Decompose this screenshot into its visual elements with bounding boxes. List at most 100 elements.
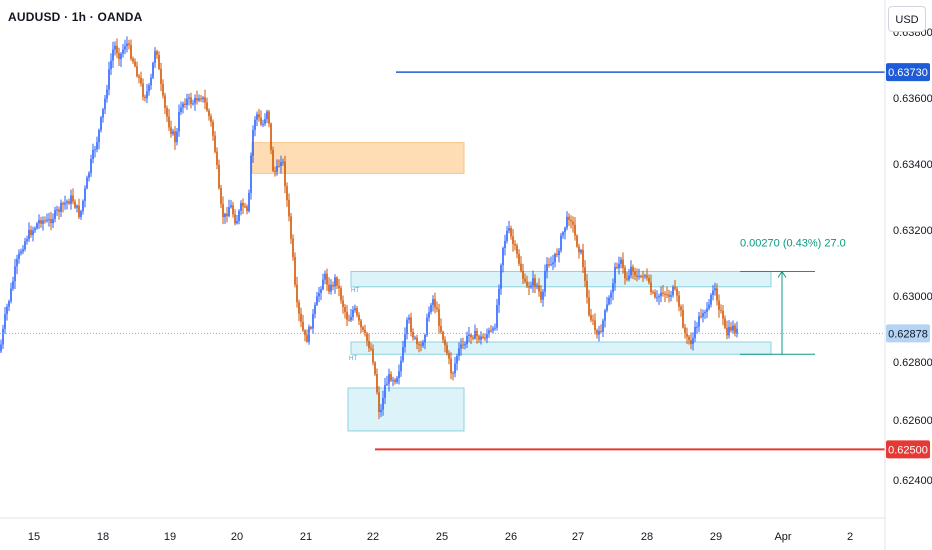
candle-body: [626, 278, 628, 280]
candle-body: [488, 330, 490, 335]
candle-body: [12, 281, 14, 289]
candle-body: [128, 43, 130, 46]
candle-body: [230, 205, 232, 208]
candle-body: [368, 341, 370, 349]
candle-body: [460, 344, 462, 349]
candle-body: [300, 313, 302, 322]
candle-body: [176, 131, 178, 143]
candle-body: [416, 337, 418, 345]
candle-body: [326, 273, 328, 285]
candle-body: [628, 275, 630, 280]
zone-supply: [251, 142, 465, 174]
current-price-label: 0.62878: [888, 328, 928, 340]
candle-body: [380, 409, 382, 413]
candle-body: [544, 271, 546, 292]
candle-body: [100, 117, 102, 131]
candle-body: [38, 220, 40, 224]
x-tick-label: 18: [97, 531, 109, 543]
candles-layer: [0, 36, 738, 420]
currency-button[interactable]: USD: [888, 6, 926, 32]
candle-body: [34, 228, 36, 231]
candle-body: [162, 84, 164, 96]
candle-body: [350, 316, 352, 321]
candle-body: [506, 230, 508, 241]
x-tick-label: 22: [367, 531, 379, 543]
candle-body: [248, 192, 250, 212]
y-tick-label: 0.63200: [893, 225, 932, 237]
candle-body: [546, 264, 548, 272]
candle-body: [688, 336, 690, 341]
candle-body: [466, 335, 468, 345]
candle-body: [250, 155, 252, 193]
candle-body: [708, 304, 710, 309]
candle-body: [114, 45, 116, 50]
candle-body: [164, 95, 166, 109]
candle-body: [342, 300, 344, 308]
candle-body: [452, 373, 454, 375]
candle-body: [112, 49, 114, 61]
candle-body: [364, 329, 366, 334]
candle-body: [524, 278, 526, 282]
candle-body: [706, 308, 708, 312]
price-level-badge: [886, 63, 930, 82]
candle-body: [620, 259, 622, 264]
candle-body: [302, 321, 304, 331]
candle-body: [518, 253, 520, 264]
candle-body: [678, 295, 680, 307]
candle-body: [584, 267, 586, 281]
candle-body: [454, 363, 456, 374]
candle-body: [508, 228, 510, 231]
candle-body: [360, 320, 362, 328]
candle-body: [50, 219, 52, 224]
candle-body: [274, 170, 276, 172]
candle-body: [188, 97, 190, 99]
y-tick-label: 0.63400: [893, 159, 932, 171]
candle-body: [118, 53, 120, 60]
candle-body: [30, 229, 32, 236]
candle-body: [260, 117, 262, 125]
candle-body: [206, 102, 208, 111]
candle-body: [92, 149, 94, 160]
candle-body: [636, 275, 638, 277]
candle-body: [540, 291, 542, 300]
candle-body: [126, 43, 128, 47]
candle-body: [78, 205, 80, 217]
x-tick-label: 29: [710, 531, 722, 543]
current-price-badge: [886, 324, 930, 343]
candle-body: [318, 292, 320, 297]
candle-body: [334, 277, 336, 287]
candle-body: [172, 131, 174, 134]
candle-body: [64, 202, 66, 205]
candle-body: [180, 107, 182, 112]
candle-body: [42, 220, 44, 224]
candle-body: [324, 273, 326, 280]
candle-body: [410, 317, 412, 332]
candle-body: [296, 284, 298, 303]
candle-body: [372, 349, 374, 363]
candle-body: [602, 320, 604, 332]
candle-body: [498, 288, 500, 305]
candle-body: [440, 325, 442, 332]
candle-body: [106, 89, 108, 99]
candle-body: [200, 98, 202, 100]
candle-body: [682, 310, 684, 328]
candle-body: [312, 313, 314, 329]
candle-body: [598, 330, 600, 335]
candle-body: [714, 288, 716, 291]
candle-body: [390, 374, 392, 381]
candle-body: [184, 103, 186, 105]
candle-body: [594, 320, 596, 331]
candle-body: [412, 331, 414, 338]
x-tick-label: 19: [164, 531, 176, 543]
candle-body: [426, 317, 428, 336]
candle-body: [356, 308, 358, 316]
candle-body: [20, 251, 22, 254]
candle-body: [394, 379, 396, 383]
symbol-title[interactable]: AUDUSD · 1h · OANDA: [8, 10, 143, 24]
candle-body: [400, 360, 402, 372]
candle-body: [268, 111, 270, 124]
candle-body: [130, 45, 132, 59]
candle-body: [608, 297, 610, 305]
candle-body: [170, 127, 172, 134]
